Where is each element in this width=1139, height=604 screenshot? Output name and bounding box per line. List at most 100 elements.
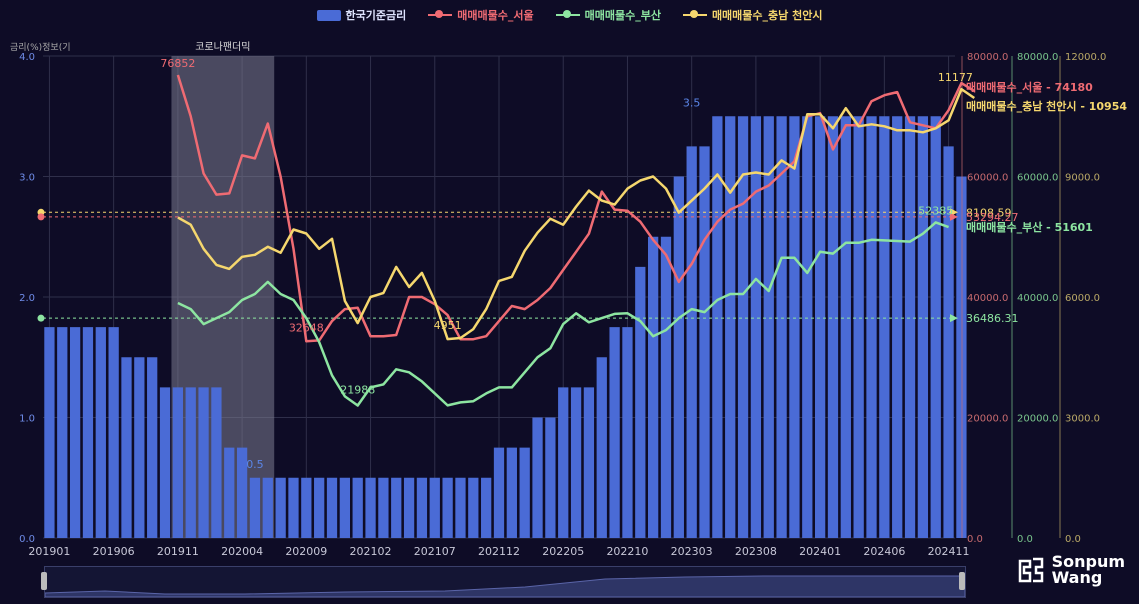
y-tick-seoul: 80000.0 [967, 52, 1008, 63]
rate-bar [185, 387, 196, 538]
rate-bar [750, 116, 762, 538]
y-tick-busan: 0.0 [1017, 534, 1033, 545]
y-tick-cheonan: 9000.0 [1065, 173, 1100, 184]
rate-bar [288, 477, 299, 538]
x-tick-label: 202401 [799, 545, 841, 558]
rate-bar [943, 146, 954, 538]
y-tick-cheonan: 0.0 [1065, 534, 1081, 545]
rate-bar [609, 327, 620, 538]
rate-bar [879, 116, 890, 538]
annotation-busan-max: 52385 [918, 204, 953, 217]
rate-bar [403, 477, 415, 538]
legend-label-busan: 매매매물수_부산 [584, 9, 661, 22]
logo-icon [1018, 557, 1043, 583]
logo-text-line2: Wang [1051, 568, 1103, 587]
rate-bar [108, 327, 119, 538]
y-tick-seoul: 40000.0 [967, 293, 1008, 304]
legend-swatch-seoul [428, 10, 453, 18]
rate-bar [275, 477, 286, 538]
rate-bar [917, 116, 929, 538]
zoom-slider[interactable] [44, 566, 966, 598]
ref-arrow-busan [950, 314, 958, 323]
rate-bar [429, 477, 440, 538]
x-tick-label: 202205 [542, 545, 584, 558]
rate-bar [802, 116, 813, 538]
rate-bar [147, 357, 158, 538]
rate-bar [224, 447, 235, 538]
rate-bar [506, 447, 517, 538]
rate-bar [673, 176, 684, 538]
y-tick-rate: 4.0 [19, 52, 35, 63]
rate-bar [776, 116, 787, 538]
x-tick-label: 202411 [928, 545, 970, 558]
x-tick-label: 202102 [350, 545, 392, 558]
rate-bar [172, 387, 184, 538]
annotation-busan-min: 21988 [340, 384, 375, 397]
slider-handle-right[interactable] [959, 572, 965, 590]
annotation-seoul-min: 32648 [289, 321, 324, 334]
ref-arrow-seoul [950, 212, 958, 221]
ref-dot-busan [37, 314, 45, 322]
rate-bar [57, 327, 68, 538]
x-tick-label: 202303 [671, 545, 713, 558]
x-tick-label: 202009 [285, 545, 327, 558]
legend-label-seoul: 매매매물수_서울 [457, 9, 534, 22]
y-tick-rate: 1.0 [19, 414, 35, 425]
rate-bar [134, 357, 145, 538]
x-tick-label: 201901 [28, 545, 70, 558]
legend-swatch-busan [555, 10, 580, 18]
legend-item-rate[interactable]: 한국기준금리 [316, 6, 406, 24]
legend-item-seoul[interactable]: 매매매물수_서울 [428, 6, 534, 24]
rate-bar [314, 477, 325, 538]
y-tick-busan: 20000.0 [1017, 414, 1058, 425]
rate-bar [570, 387, 582, 538]
rate-bar [686, 146, 697, 538]
x-tick-label: 202406 [863, 545, 905, 558]
y-tick-busan: 40000.0 [1017, 293, 1058, 304]
series-line-seoul [176, 74, 975, 343]
rate-bar [648, 236, 659, 538]
slider-handle-left[interactable] [41, 572, 47, 590]
y-tick-busan: 80000.0 [1017, 52, 1058, 63]
legend-label-cheonan: 매매매물수_충남 천안시 [711, 9, 823, 22]
rate-bar [442, 477, 453, 538]
y-tick-rate: 3.0 [19, 173, 35, 184]
ref-label-cheonan: 8108.59 [966, 206, 1012, 219]
rate-bar [930, 116, 941, 538]
rate-bar [69, 327, 81, 538]
end-label-seoul: 매매매물수_서울 - 74180 [966, 80, 1093, 94]
covid-band-label: 코로나팬더믹 [195, 41, 250, 53]
rate-bar [558, 387, 569, 538]
rate-bar [789, 116, 800, 538]
x-tick-label: 201911 [157, 545, 199, 558]
rate-bar [660, 236, 672, 538]
y-tick-rate: 0.0 [19, 534, 35, 545]
rate-bar [737, 116, 749, 538]
x-tick-label: 202210 [606, 545, 648, 558]
rate-bar [365, 477, 376, 538]
ref-label-seoul: 53294.27 [966, 211, 1019, 224]
rate-bar [519, 447, 530, 538]
y-tick-seoul: 60000.0 [967, 173, 1008, 184]
rate-bar [121, 357, 132, 538]
x-tick-label: 202308 [735, 545, 777, 558]
annotation-rate-max: 3.5 [683, 96, 701, 109]
rate-bar [840, 116, 851, 538]
rate-bar [262, 477, 273, 538]
rate-bar [416, 477, 428, 538]
annotation-rate-min: 0.5 [246, 458, 264, 471]
end-label-busan: 매매매물수_부산 - 51601 [966, 220, 1093, 234]
logo: Sonpum Wang [1016, 554, 1125, 586]
rate-bar [378, 477, 389, 538]
y-tick-seoul: 0.0 [967, 534, 983, 545]
rate-bar [493, 447, 505, 538]
y-tick-cheonan: 3000.0 [1065, 414, 1100, 425]
end-label-cheonan: 매매매물수_충남 천안시 - 10954 [966, 99, 1127, 113]
rate-bar [455, 477, 466, 538]
legend-item-cheonan[interactable]: 매매매물수_충남 천안시 [682, 6, 823, 24]
rate-bar [814, 116, 826, 538]
rate-bar [866, 116, 877, 538]
rate-bar [82, 327, 94, 538]
legend-item-busan[interactable]: 매매매물수_부산 [555, 6, 661, 24]
rate-bar [339, 477, 350, 538]
